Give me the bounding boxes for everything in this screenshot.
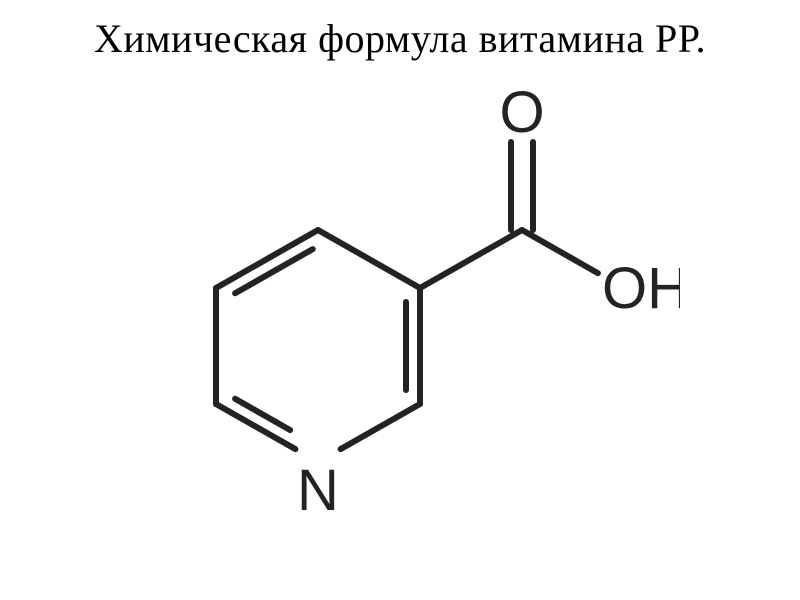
atom-label-nitrogen: N xyxy=(297,458,339,523)
molecule-diagram: N O OH xyxy=(0,90,800,600)
atom-label-carbonyl-oxygen: O xyxy=(499,90,544,145)
page-title: Химическая формула витамина РР. xyxy=(0,15,800,62)
nicotinic-acid-structure: N O OH xyxy=(120,90,680,560)
atom-label-hydroxyl: OH xyxy=(602,256,680,321)
